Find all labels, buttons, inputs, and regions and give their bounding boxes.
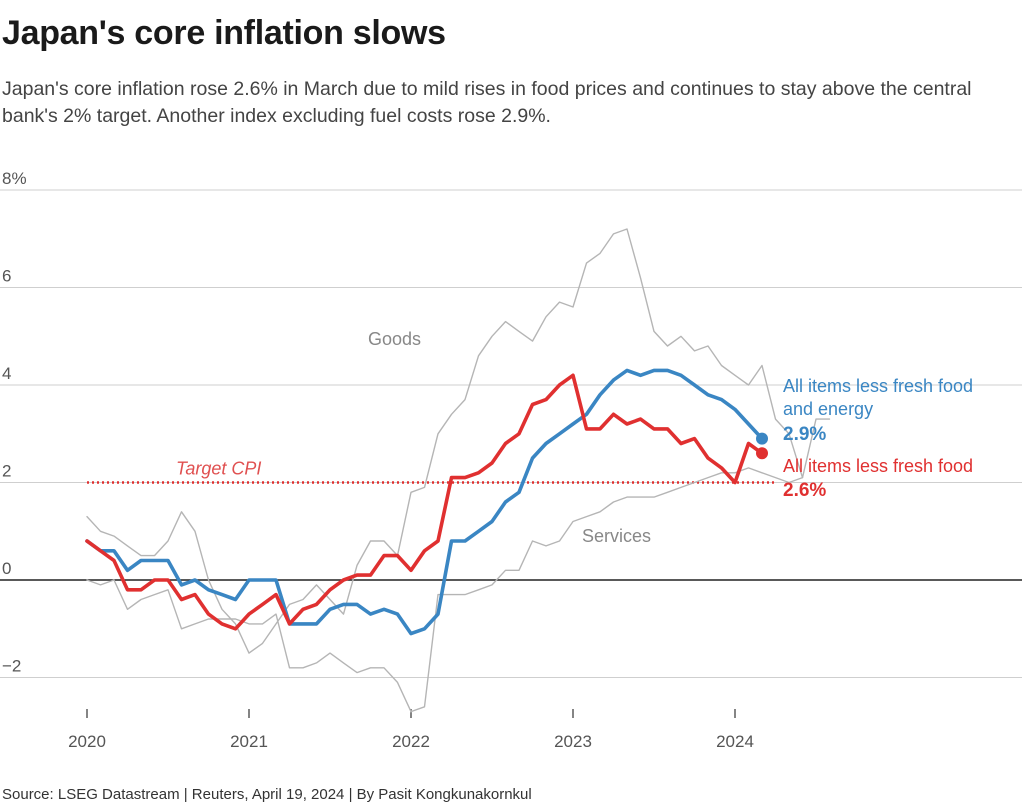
line-chart: 8% 6 4 2 0 −2 2020 2021 2022 2023 2024 Target CPI Go…: [0, 169, 1022, 751]
core-core-label-line2: and energy: [783, 399, 873, 419]
series-line-services: [86, 467, 804, 713]
y-tick-label: 2: [2, 462, 11, 481]
services-label: Services: [582, 526, 651, 546]
core-end-dot: [756, 447, 768, 460]
series-line-all-items-less-fresh-food: [85, 373, 764, 631]
y-tick-label: 8%: [2, 169, 27, 188]
chart-subtitle: Japan's core inflation rose 2.6% in Marc…: [2, 78, 972, 127]
source-note: Source: LSEG Datastream | Reuters, April…: [2, 786, 532, 803]
y-tick-label: −2: [2, 657, 21, 676]
y-tick-label: 0: [2, 559, 11, 578]
y-tick-label: 6: [2, 267, 11, 286]
x-tick-label: 2020: [68, 732, 106, 751]
core-core-label-line1: All items less fresh food: [783, 376, 973, 396]
core-value-label: 2.6%: [783, 480, 826, 501]
y-tick-label: 4: [2, 364, 11, 383]
core-core-value-label: 2.9%: [783, 424, 826, 445]
series-line-all-items-less-fresh-food-and-energy: [85, 368, 764, 636]
x-tick-label: 2023: [554, 732, 592, 751]
chart-title: Japan's core inflation slows: [2, 14, 446, 52]
x-tick-label: 2021: [230, 732, 268, 751]
target-cpi-label: Target CPI: [176, 459, 261, 479]
goods-label: Goods: [368, 329, 421, 349]
series-line-goods: [86, 228, 831, 654]
x-tick-label: 2024: [716, 732, 754, 751]
core-core-end-dot: [756, 432, 768, 445]
x-tick-label: 2022: [392, 732, 430, 751]
core-label: All items less fresh food: [783, 456, 973, 476]
